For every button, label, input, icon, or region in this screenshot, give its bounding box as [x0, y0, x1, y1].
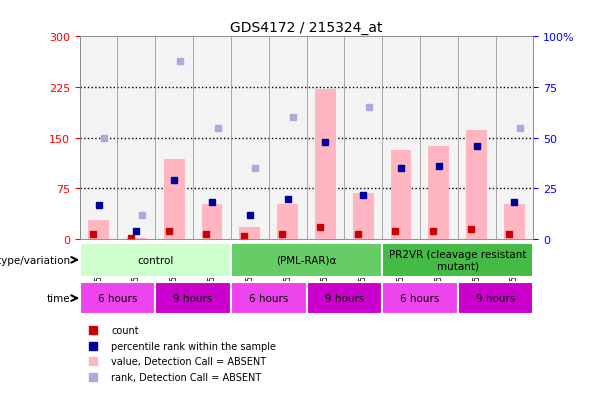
Bar [80, 282, 155, 314]
Text: control: control [137, 255, 173, 265]
Bar [420, 37, 458, 240]
Bar [231, 244, 382, 277]
Bar [428, 147, 449, 240]
Bar [240, 228, 260, 240]
Bar [382, 244, 533, 277]
Bar [504, 204, 525, 240]
Bar [118, 37, 155, 240]
Text: 6 hours: 6 hours [400, 293, 440, 304]
Text: 9 hours: 9 hours [476, 293, 515, 304]
Bar [231, 282, 306, 314]
Bar [382, 37, 420, 240]
Text: 6 hours: 6 hours [98, 293, 137, 304]
Text: 6 hours: 6 hours [249, 293, 288, 304]
Bar [390, 150, 411, 240]
Bar [202, 204, 223, 240]
Text: value, Detection Call = ABSENT: value, Detection Call = ABSENT [112, 356, 267, 366]
Bar [155, 37, 193, 240]
Bar [231, 37, 268, 240]
Bar [277, 204, 298, 240]
Bar [458, 37, 495, 240]
Bar [458, 282, 533, 314]
Bar [495, 37, 533, 240]
Text: 9 hours: 9 hours [325, 293, 364, 304]
Title: GDS4172 / 215324_at: GDS4172 / 215324_at [230, 21, 383, 35]
Text: (PML-RAR)α: (PML-RAR)α [276, 255, 337, 265]
Bar [382, 282, 458, 314]
Bar [315, 90, 336, 240]
Text: percentile rank within the sample: percentile rank within the sample [112, 341, 276, 351]
Text: PR2VR (cleavage resistant
mutant): PR2VR (cleavage resistant mutant) [389, 249, 527, 271]
Bar [306, 37, 345, 240]
Bar [126, 238, 147, 240]
Text: count: count [112, 325, 139, 336]
Bar [88, 221, 109, 240]
Bar [466, 130, 487, 240]
Bar [345, 37, 382, 240]
Bar [353, 194, 373, 240]
Bar [164, 160, 185, 240]
Text: genotype/variation: genotype/variation [0, 255, 70, 265]
Bar [80, 244, 231, 277]
Bar [268, 37, 306, 240]
Text: 9 hours: 9 hours [173, 293, 213, 304]
Bar [306, 282, 382, 314]
Bar [155, 282, 231, 314]
Bar [80, 37, 118, 240]
Bar [193, 37, 231, 240]
Text: time: time [47, 293, 70, 304]
Text: rank, Detection Call = ABSENT: rank, Detection Call = ABSENT [112, 372, 262, 382]
